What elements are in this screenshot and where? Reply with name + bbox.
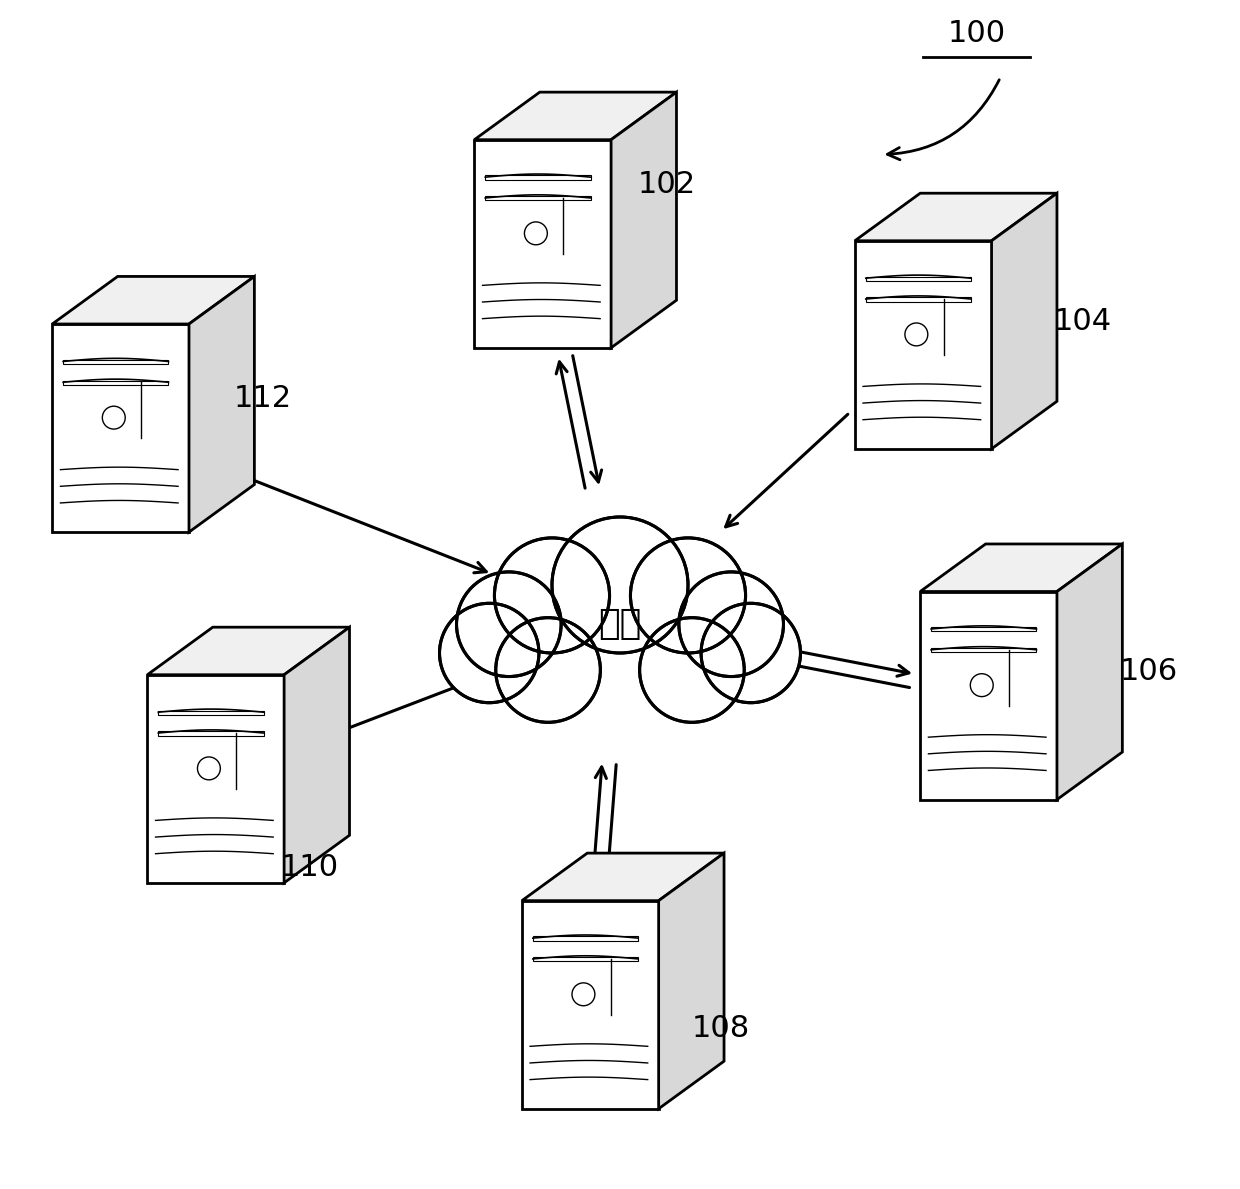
Circle shape — [630, 537, 745, 653]
Polygon shape — [611, 92, 677, 348]
Circle shape — [678, 572, 784, 677]
Polygon shape — [658, 854, 724, 1108]
Text: 106: 106 — [1120, 658, 1178, 686]
Circle shape — [456, 572, 562, 677]
Circle shape — [197, 757, 221, 780]
Circle shape — [103, 407, 125, 429]
Ellipse shape — [476, 559, 764, 703]
Polygon shape — [148, 675, 284, 882]
Polygon shape — [284, 628, 350, 882]
Polygon shape — [188, 276, 254, 533]
Circle shape — [528, 533, 712, 716]
Text: 108: 108 — [692, 1014, 750, 1043]
Circle shape — [971, 674, 993, 697]
Polygon shape — [52, 276, 254, 323]
Polygon shape — [854, 240, 992, 449]
Polygon shape — [522, 901, 658, 1108]
Circle shape — [552, 517, 688, 653]
Circle shape — [701, 603, 801, 703]
Circle shape — [496, 618, 600, 723]
Ellipse shape — [490, 546, 750, 729]
Text: 102: 102 — [637, 170, 696, 199]
Polygon shape — [475, 140, 611, 348]
Polygon shape — [1056, 545, 1122, 799]
Text: 110: 110 — [281, 854, 340, 882]
Circle shape — [905, 323, 928, 346]
Polygon shape — [148, 628, 350, 675]
Circle shape — [439, 603, 539, 703]
Circle shape — [525, 222, 547, 245]
Text: 112: 112 — [233, 384, 291, 413]
Polygon shape — [52, 323, 188, 533]
Polygon shape — [522, 854, 724, 901]
Polygon shape — [854, 193, 1056, 240]
Circle shape — [534, 572, 706, 742]
Text: 104: 104 — [1054, 307, 1112, 335]
Polygon shape — [920, 545, 1122, 592]
Polygon shape — [920, 592, 1056, 799]
Circle shape — [495, 537, 610, 653]
Circle shape — [640, 618, 744, 723]
Polygon shape — [475, 92, 677, 140]
Text: 100: 100 — [947, 19, 1006, 48]
Polygon shape — [992, 193, 1056, 449]
Text: 网络: 网络 — [599, 608, 641, 641]
Circle shape — [572, 983, 595, 1006]
